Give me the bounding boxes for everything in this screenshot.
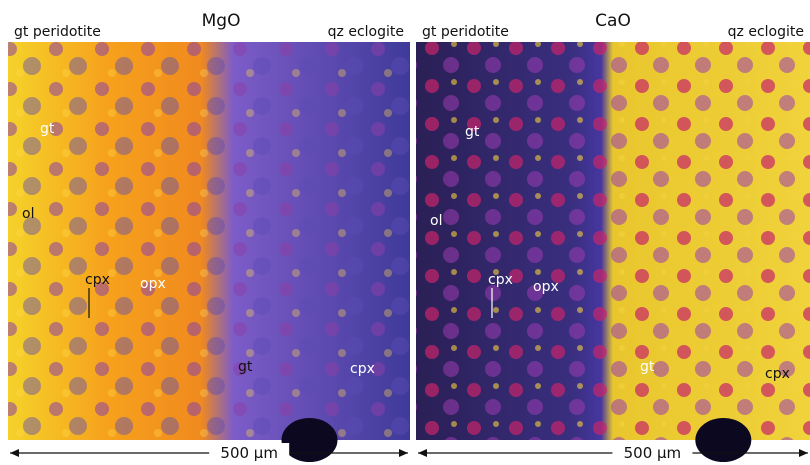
annotation: gt <box>640 359 655 375</box>
annotation: cpx <box>765 366 790 382</box>
map-texture <box>8 42 410 440</box>
panels: MgO gt peridotite qz eclogite gt ol cpx opx gt c… <box>8 11 810 463</box>
arrow-head <box>399 449 408 457</box>
annotation: opx <box>140 276 166 292</box>
annotation: gt <box>238 359 253 375</box>
scale-label: 500 μm <box>220 444 278 462</box>
left-label: gt peridotite <box>14 24 101 40</box>
right-label: qz eclogite <box>328 24 404 40</box>
annotation: gt <box>40 121 55 137</box>
void <box>282 418 338 462</box>
panel-title: MgO <box>202 11 241 31</box>
annotation: cpx <box>85 272 110 288</box>
annotation: gt <box>465 124 480 140</box>
figure: MgO gt peridotite qz eclogite gt ol cpx opx gt c… <box>0 0 810 465</box>
void <box>695 418 751 462</box>
annotation: opx <box>533 279 559 295</box>
annotation: cpx <box>488 272 513 288</box>
map-texture <box>416 42 810 440</box>
annotation: ol <box>430 213 442 229</box>
left-label: gt peridotite <box>422 24 509 40</box>
right-label: qz eclogite <box>728 24 804 40</box>
arrow-head <box>418 449 427 457</box>
scale-label: 500 μm <box>624 444 682 462</box>
panel-title: CaO <box>595 11 631 31</box>
annotation: ol <box>22 206 34 222</box>
arrow-head <box>10 449 19 457</box>
annotation: cpx <box>350 361 375 377</box>
arrow-head <box>799 449 808 457</box>
